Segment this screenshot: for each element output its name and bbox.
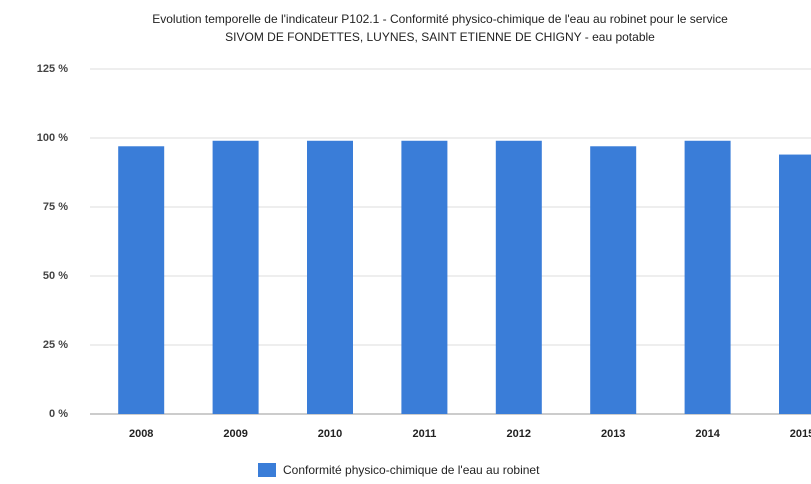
chart-title: SIVOM DE FONDETTES, LUYNES, SAINT ETIENN… <box>225 30 655 44</box>
y-tick-label: 50 % <box>43 270 68 282</box>
y-tick-label: 125 % <box>37 63 68 75</box>
bar <box>118 146 165 414</box>
x-tick-label: 2015 <box>790 428 811 440</box>
x-tick-label: 2014 <box>695 428 720 440</box>
x-tick-label: 2008 <box>129 428 153 440</box>
y-tick-label: 75 % <box>43 201 68 213</box>
bar <box>401 140 448 414</box>
bar <box>590 146 637 414</box>
y-tick-label: 100 % <box>37 132 68 144</box>
y-tick-label: 0 % <box>49 408 68 420</box>
legend-label: Conformité physico-chimique de l'eau au … <box>283 463 540 477</box>
x-tick-label: 2009 <box>223 428 247 440</box>
x-tick-label: 2010 <box>318 428 342 440</box>
bar <box>495 140 542 414</box>
bar <box>307 140 353 414</box>
x-tick-label: 2012 <box>507 428 531 440</box>
x-tick-label: 2013 <box>601 428 625 440</box>
bar <box>779 154 811 414</box>
bar <box>212 140 259 414</box>
x-tick-label: 2011 <box>412 428 436 440</box>
bar <box>684 140 731 414</box>
legend-swatch <box>258 463 276 477</box>
y-tick-label: 25 % <box>43 339 68 351</box>
chart-title: Evolution temporelle de l'indicateur P10… <box>152 12 728 26</box>
